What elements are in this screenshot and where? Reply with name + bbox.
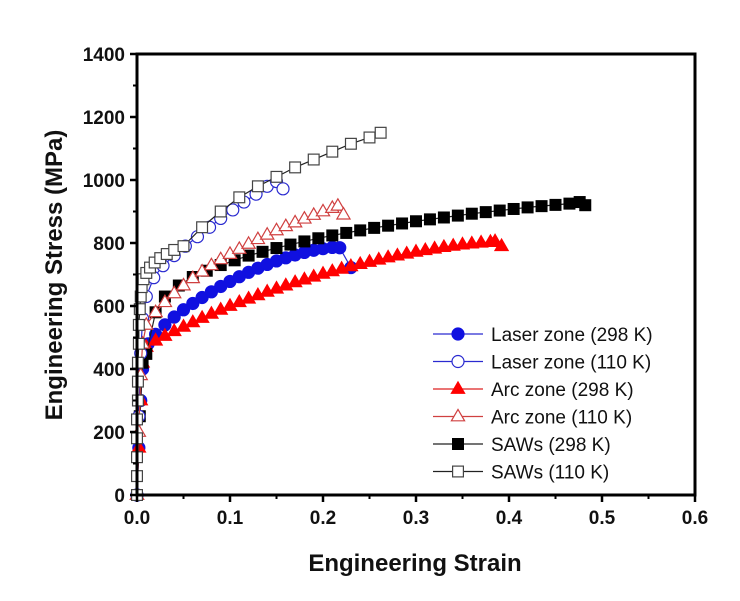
data-point — [177, 240, 190, 253]
legend-entry: SAWs (110 K) — [433, 463, 609, 484]
axis-layer: 0.0 0.1 0.2 0.3 0.4 0.5 0.6 0 200 400 600 800 1000 12… — [83, 45, 708, 529]
y-tick-label: 1200 — [83, 108, 125, 129]
legend-marker — [452, 465, 465, 478]
x-tick-label: 0.6 — [682, 508, 708, 529]
data-point — [284, 238, 297, 251]
data-point — [256, 245, 269, 258]
legend-label: Arc zone (298 K) — [491, 380, 634, 401]
x-axis-title: Engineering Strain — [308, 550, 521, 577]
x-tick-label: 0.0 — [124, 508, 150, 529]
data-point — [563, 197, 576, 210]
data-point — [479, 206, 492, 219]
data-point — [166, 285, 182, 299]
data-point — [147, 304, 164, 318]
data-point — [330, 197, 346, 211]
data-point — [326, 145, 339, 158]
data-point — [306, 206, 322, 220]
data-point — [132, 337, 145, 350]
y-tick-label: 600 — [93, 297, 125, 318]
data-point — [251, 180, 264, 193]
y-tick-label: 0 — [114, 486, 125, 507]
data-point — [231, 293, 247, 308]
data-point — [307, 153, 320, 166]
legend-label: Laser zone (298 K) — [491, 325, 653, 346]
data-point — [465, 207, 478, 220]
x-tick-label: 0.2 — [310, 508, 336, 529]
legend-marker — [450, 408, 466, 422]
legend-marker — [450, 380, 466, 394]
data-point — [250, 287, 266, 301]
data-point — [133, 303, 146, 316]
data-point — [410, 215, 423, 228]
data-point — [175, 277, 192, 291]
data-point — [186, 296, 200, 311]
data-point — [363, 131, 376, 144]
legend-label: SAWs (298 K) — [491, 435, 611, 456]
x-tick-label: 0.5 — [589, 508, 616, 529]
data-point — [270, 170, 283, 183]
data-point — [507, 202, 520, 215]
data-point — [270, 242, 283, 255]
x-tick-label: 0.1 — [217, 508, 244, 529]
y-tick-label: 1400 — [83, 45, 125, 66]
data-point — [315, 203, 331, 217]
y-tick-label: 200 — [93, 423, 125, 444]
data-point — [344, 137, 357, 150]
legend-label: SAWs (110 K) — [491, 463, 609, 484]
data-point — [521, 201, 534, 214]
data-point — [185, 270, 201, 284]
data-point — [298, 235, 311, 248]
legend-entry: Laser zone (298 K) — [433, 325, 653, 346]
data-point — [549, 198, 562, 211]
data-point — [382, 219, 395, 232]
x-tick-label: 0.4 — [496, 508, 523, 529]
data-point — [493, 204, 506, 217]
legend-marker — [451, 327, 465, 341]
data-point — [276, 182, 290, 196]
data-point — [335, 206, 352, 220]
data-point — [289, 161, 302, 174]
legend-label: Laser zone (110 K) — [491, 353, 651, 374]
data-point — [240, 290, 257, 304]
data-point — [340, 226, 353, 239]
data-point — [333, 241, 347, 255]
data-point — [214, 205, 227, 218]
y-axis-title: Engineering Stress (MPa) — [41, 130, 68, 421]
data-point — [132, 318, 145, 331]
legend-label: Arc zone (110 K) — [491, 408, 632, 429]
data-point — [423, 213, 436, 226]
data-point — [326, 229, 339, 242]
legend-marker — [451, 354, 465, 369]
data-point — [396, 217, 409, 230]
y-tick-label: 1000 — [83, 171, 125, 192]
data-point — [535, 200, 548, 213]
data-point — [226, 203, 240, 217]
legend-entry: SAWs (298 K) — [433, 435, 611, 456]
legend-entry: Arc zone (298 K) — [433, 380, 634, 401]
data-point — [374, 126, 387, 139]
data-point — [354, 224, 367, 237]
data-point — [176, 303, 191, 317]
data-point — [437, 211, 450, 224]
legend-entry: Arc zone (110 K) — [433, 408, 632, 429]
y-tick-label: 400 — [93, 360, 125, 381]
data-point — [233, 191, 246, 204]
legend-entry: Laser zone (110 K) — [433, 353, 651, 374]
data-point — [579, 199, 592, 212]
data-point — [368, 221, 381, 234]
data-point — [487, 233, 503, 247]
legend-marker — [452, 438, 465, 451]
series-arc-zone-298-k — [129, 233, 510, 500]
data-point — [242, 249, 255, 262]
legend: Laser zone (298 K) Laser zone (110 K) Arc … — [433, 325, 653, 484]
data-point — [451, 209, 464, 222]
y-tick-label: 800 — [93, 234, 125, 255]
data-point — [157, 293, 173, 308]
data-point — [196, 221, 209, 234]
data-point — [312, 232, 325, 245]
x-tick-label: 0.3 — [403, 508, 429, 529]
data-point — [493, 237, 510, 252]
